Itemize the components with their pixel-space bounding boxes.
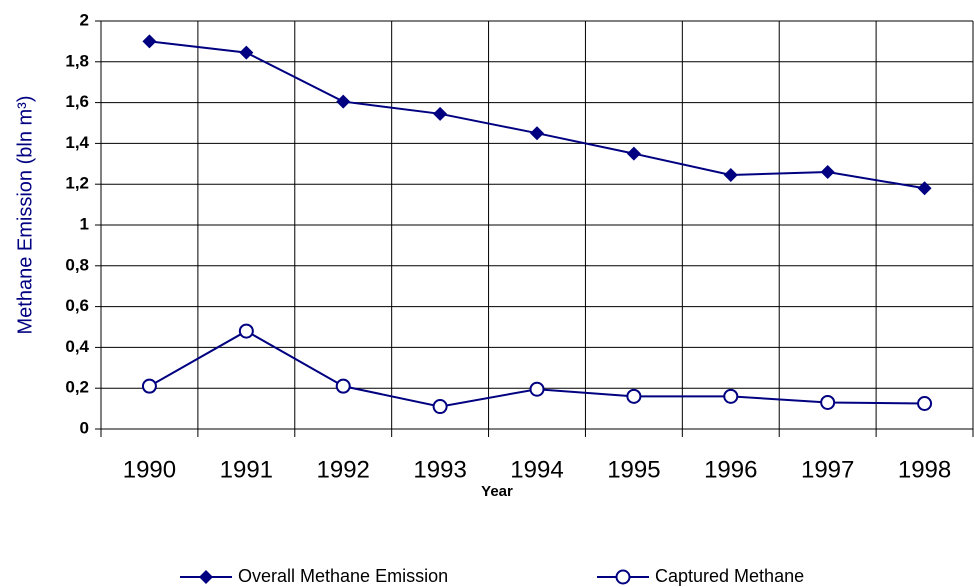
legend-label: Overall Methane Emission [238,566,448,586]
x-tick-label: 1990 [123,456,176,483]
point [530,126,544,141]
point [529,381,545,397]
point [820,164,835,179]
x-tick-label: 1996 [704,456,757,483]
y-tick-label: 1,2 [65,174,89,193]
x-tick-label: 1997 [801,456,854,483]
x-tick-label: 1995 [607,456,660,483]
x-axis-label: Year [481,483,513,500]
series-line [149,40,925,190]
y-tick-label: 1,8 [65,51,89,70]
point [917,181,932,196]
y-tick-label: 1,4 [65,133,89,152]
y-tick-label: 2 [80,10,89,29]
y-tick-label: 0 [80,418,89,437]
y-tick-label: 0,4 [65,337,89,356]
point [336,94,351,109]
y-tick-label: 1,6 [65,92,89,111]
x-tick-label: 1992 [317,456,370,483]
point [335,378,351,394]
point [239,45,254,60]
legend-marker [199,570,213,584]
point [141,378,157,394]
point [433,106,448,121]
point [626,388,642,404]
y-axis-label: Methane Emission (bln m³) [14,96,36,335]
point [626,146,641,161]
y-tick-label: 0,8 [65,255,89,274]
y-tick-label: 0,6 [65,296,89,315]
y-tick-label: 0,2 [65,378,89,397]
point [238,323,254,339]
x-tick-label: 1994 [510,456,563,483]
x-tick-label: 1991 [220,456,273,483]
x-tick-label: 1998 [898,456,951,483]
point [917,396,933,411]
x-tick-label: 1993 [413,456,466,483]
point [820,394,836,410]
point [142,34,157,49]
legend-marker [615,569,631,585]
point [432,399,448,415]
point [723,388,739,404]
legend-label: Captured Methane [655,566,804,586]
y-tick-label: 1 [80,214,89,233]
point [723,168,738,183]
